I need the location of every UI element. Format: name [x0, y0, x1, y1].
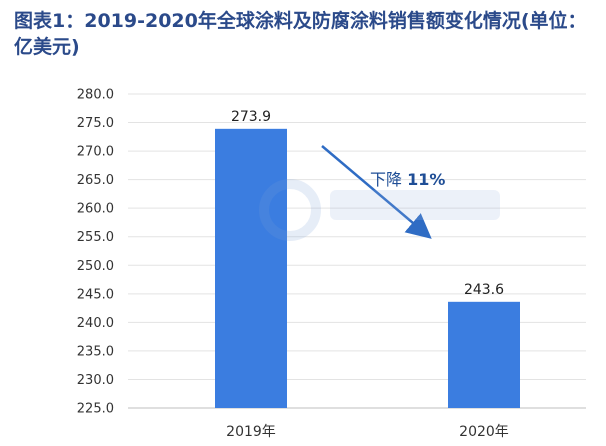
y-tick-label: 280.0	[77, 88, 114, 103]
y-tick-label: 225.0	[77, 402, 114, 417]
y-tick-label: 230.0	[77, 373, 114, 388]
data-label: 243.6	[464, 282, 504, 298]
y-tick-label: 250.0	[77, 259, 114, 274]
data-label: 273.9	[231, 109, 271, 125]
x-category-label: 2020年	[459, 424, 509, 440]
y-tick-label: 245.0	[77, 287, 114, 302]
x-category-label: 2019年	[226, 424, 276, 440]
data-labels: 273.9 243.6	[231, 109, 504, 298]
decline-annotation-prefix: 下降	[370, 170, 407, 189]
y-axis-ticks: 225.0 230.0 235.0 240.0 245.0 250.0 255.0 260.0…	[77, 88, 114, 417]
y-tick-label: 270.0	[77, 145, 114, 160]
bars	[215, 128, 520, 409]
bar-2	[448, 301, 520, 408]
bar-1	[215, 128, 287, 409]
x-axis-categories: 2019年 2020年	[226, 424, 509, 440]
y-tick-label: 275.0	[77, 116, 114, 131]
y-tick-label: 240.0	[77, 316, 114, 331]
y-tick-label: 260.0	[77, 202, 114, 217]
decline-arrow	[321, 145, 432, 239]
decline-annotation-value: 11%	[407, 170, 445, 189]
y-tick-label: 235.0	[77, 344, 114, 359]
y-tick-label: 265.0	[77, 173, 114, 188]
chart-title: 图表1：2019-2020年全球涂料及防腐涂料销售额变化情况(单位：亿美元)	[14, 10, 587, 58]
decline-annotation: 下降 11%	[370, 170, 445, 189]
y-tick-label: 255.0	[77, 230, 114, 245]
